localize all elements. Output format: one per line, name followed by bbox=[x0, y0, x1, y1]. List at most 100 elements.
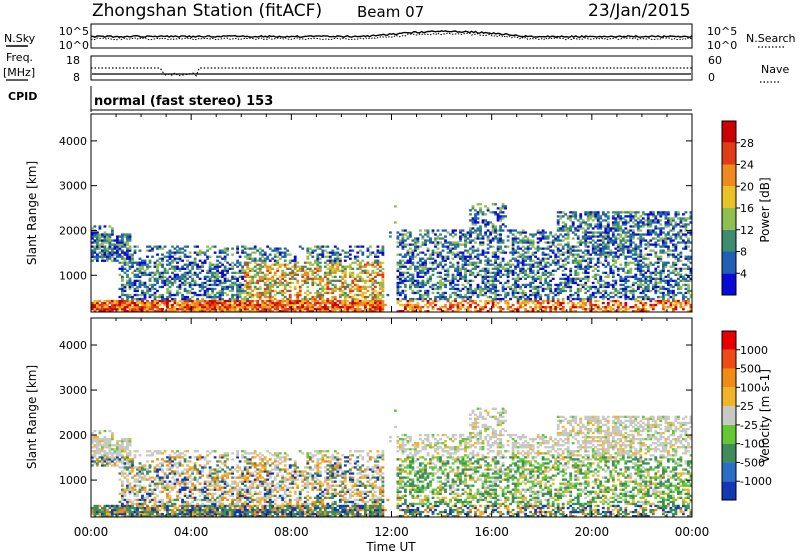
power-cell bbox=[609, 299, 613, 303]
power-cell bbox=[126, 297, 129, 301]
power-cell bbox=[356, 310, 360, 313]
power-cell bbox=[672, 310, 675, 313]
power-cell bbox=[551, 243, 555, 246]
power-cell bbox=[411, 308, 415, 311]
power-cell bbox=[654, 219, 658, 222]
power-cell bbox=[474, 229, 477, 232]
power-cell bbox=[659, 285, 663, 289]
power-cell bbox=[626, 295, 630, 299]
power-cell bbox=[163, 269, 167, 272]
power-cell bbox=[118, 247, 122, 250]
power-cell bbox=[541, 251, 545, 254]
power-cell bbox=[283, 265, 287, 268]
power-cell bbox=[358, 267, 362, 270]
power-cell bbox=[574, 273, 578, 276]
power-cell bbox=[419, 285, 422, 289]
power-cell bbox=[451, 231, 455, 234]
power-cell bbox=[163, 245, 167, 248]
power-cell bbox=[258, 297, 262, 301]
power-cell bbox=[176, 245, 179, 248]
power-cell bbox=[431, 291, 435, 295]
power-cell bbox=[191, 263, 194, 266]
power-cell bbox=[531, 269, 535, 272]
power-cell bbox=[421, 299, 425, 303]
power-cell bbox=[203, 301, 207, 305]
power-cell bbox=[506, 299, 510, 303]
power-cell bbox=[579, 225, 583, 228]
power-cell bbox=[374, 265, 377, 268]
power-cell bbox=[456, 265, 460, 268]
power-cell bbox=[126, 279, 129, 282]
power-cell bbox=[464, 293, 467, 297]
power-cell bbox=[664, 306, 668, 309]
power-cell bbox=[571, 306, 575, 309]
power-cell bbox=[456, 269, 460, 272]
power-cell bbox=[636, 277, 640, 280]
power-cell bbox=[651, 243, 655, 246]
power-cell bbox=[634, 297, 638, 301]
power-cell bbox=[358, 308, 362, 311]
power-cell bbox=[514, 251, 517, 254]
power-cell bbox=[486, 267, 490, 270]
power-cell bbox=[594, 285, 598, 289]
power-cell bbox=[341, 267, 345, 270]
power-cell bbox=[318, 257, 322, 260]
power-cell bbox=[316, 259, 320, 262]
power-cell bbox=[531, 291, 535, 295]
power-cell bbox=[444, 285, 447, 289]
power-cell bbox=[431, 285, 435, 289]
power-cell bbox=[556, 287, 560, 291]
power-cell bbox=[659, 245, 663, 248]
power-cell bbox=[128, 295, 132, 299]
power-cell bbox=[571, 231, 575, 234]
power-cell bbox=[414, 247, 417, 250]
power-cell bbox=[659, 295, 663, 299]
power-cell bbox=[531, 277, 535, 280]
power-cell bbox=[614, 301, 618, 305]
power-cell bbox=[256, 306, 260, 309]
power-cell bbox=[424, 261, 427, 264]
power-cell bbox=[629, 239, 633, 242]
power-cell bbox=[596, 269, 600, 272]
power-cell bbox=[353, 283, 357, 287]
power-cell bbox=[594, 241, 598, 244]
power-cell bbox=[499, 211, 502, 214]
power-cell bbox=[148, 273, 152, 276]
power-cell bbox=[288, 303, 292, 307]
power-cell bbox=[338, 261, 342, 264]
power-cell bbox=[566, 261, 570, 264]
power-cell bbox=[361, 251, 365, 254]
power-cell bbox=[474, 275, 477, 278]
power-cell bbox=[218, 281, 222, 285]
power-cell bbox=[399, 241, 402, 244]
power-cell bbox=[474, 289, 477, 293]
power-cell bbox=[221, 303, 224, 307]
power-cell bbox=[662, 261, 665, 264]
power-cell bbox=[476, 249, 480, 252]
power-cell bbox=[316, 263, 320, 266]
power-cell bbox=[414, 306, 417, 309]
power-cell bbox=[246, 291, 250, 295]
power-cell bbox=[379, 308, 382, 311]
power-cell bbox=[619, 295, 623, 299]
power-cell bbox=[419, 259, 422, 262]
power-cell bbox=[163, 255, 167, 258]
power-cell bbox=[601, 241, 605, 244]
power-cell bbox=[551, 249, 555, 252]
power-cell bbox=[308, 310, 312, 313]
power-cell bbox=[579, 223, 583, 226]
power-cell bbox=[401, 255, 405, 258]
power-cell bbox=[576, 263, 580, 266]
power-cell bbox=[576, 277, 580, 280]
power-cell bbox=[659, 299, 663, 303]
power-cell bbox=[479, 229, 482, 232]
power-cell bbox=[381, 279, 385, 282]
power-cell bbox=[381, 289, 385, 293]
power-cell bbox=[341, 291, 345, 295]
power-cell bbox=[128, 299, 132, 303]
power-cell bbox=[394, 205, 397, 208]
power-cell bbox=[479, 291, 482, 295]
power-cell bbox=[296, 301, 300, 305]
power-cell bbox=[343, 308, 347, 311]
power-cell bbox=[484, 293, 487, 297]
